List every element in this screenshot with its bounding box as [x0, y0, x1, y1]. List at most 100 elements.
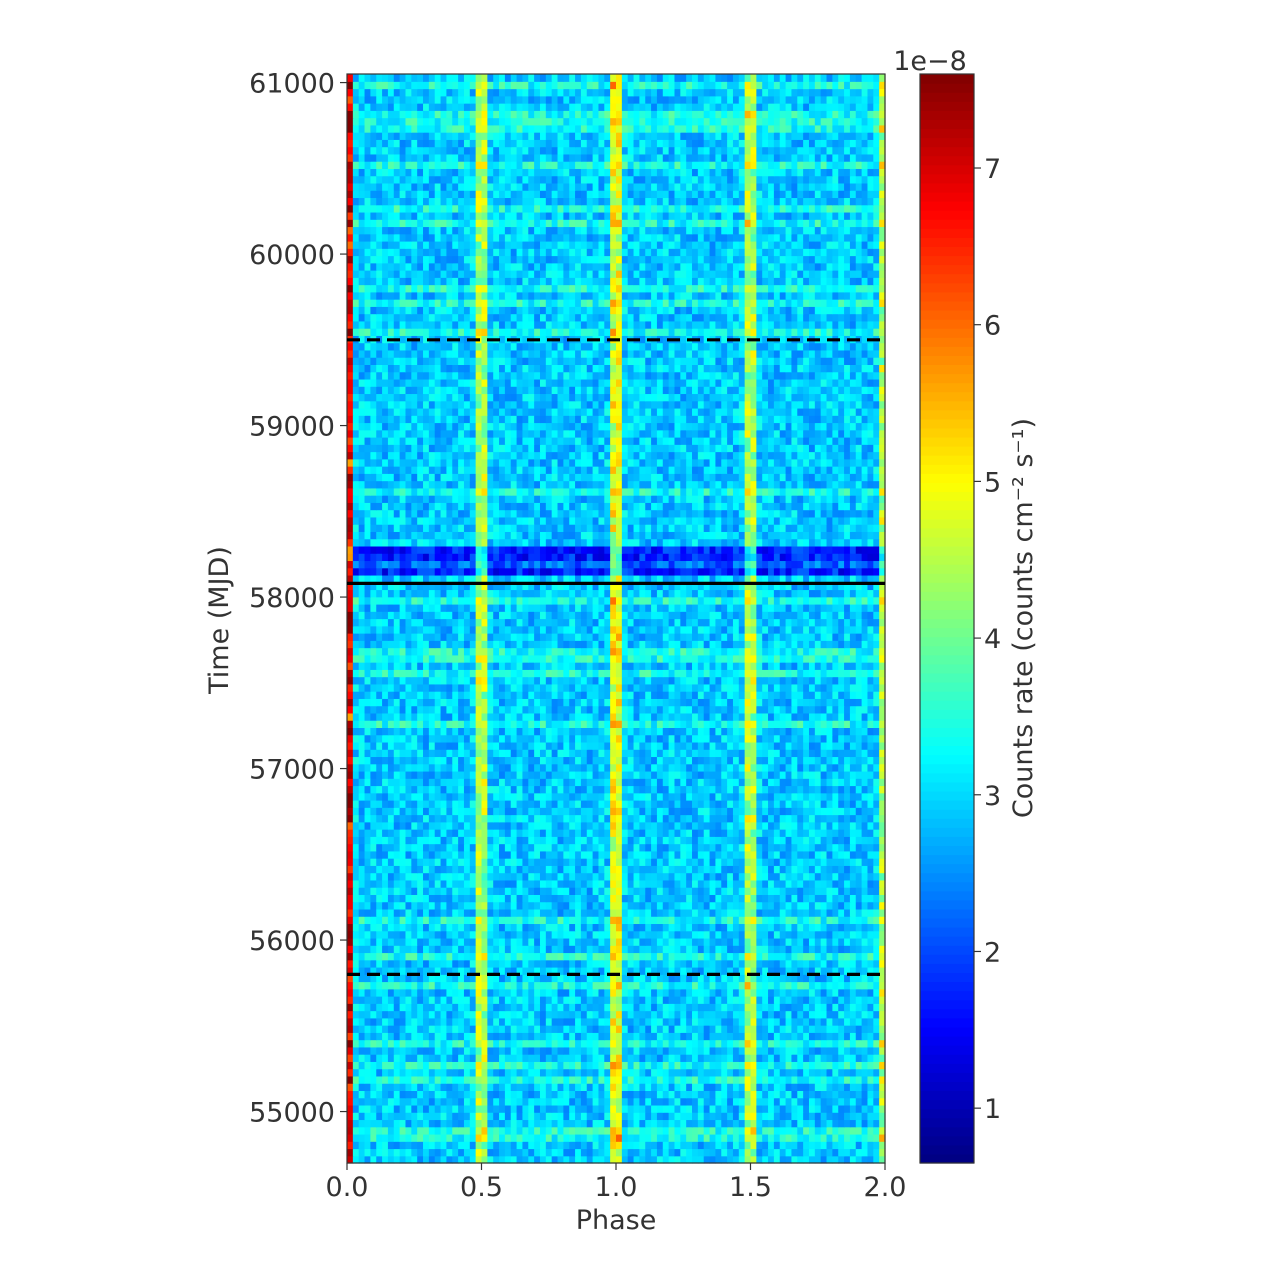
- heatmap-cell: [539, 930, 547, 939]
- heatmap-cell: [347, 930, 354, 939]
- heatmap-cell: [779, 966, 787, 975]
- heatmap-cell: [727, 1090, 734, 1099]
- heatmap-cell: [709, 1046, 717, 1055]
- heatmap-cell: [458, 966, 465, 975]
- heatmap-cell: [604, 770, 611, 779]
- heatmap-cell: [575, 785, 582, 794]
- heatmap-cell: [347, 1112, 354, 1121]
- heatmap-cell: [703, 952, 711, 961]
- heatmap-cell: [458, 937, 465, 946]
- heatmap-cell: [732, 1046, 740, 1055]
- heatmap-cell: [528, 829, 535, 837]
- heatmap-cell: [347, 974, 354, 983]
- heatmap-cell: [621, 1097, 629, 1106]
- heatmap-cell: [417, 829, 424, 837]
- heatmap-cell: [808, 1046, 816, 1055]
- heatmap-cell: [709, 836, 717, 845]
- heatmap-cell: [569, 872, 576, 881]
- heatmap-cell: [750, 1032, 757, 1041]
- heatmap-cell: [674, 1104, 681, 1113]
- heatmap-cell: [785, 1025, 793, 1033]
- heatmap-cell: [680, 945, 687, 954]
- heatmap-cell: [639, 1155, 646, 1164]
- heatmap-cell: [563, 843, 570, 852]
- heatmap-cell: [534, 792, 541, 801]
- heatmap-cell: [779, 908, 787, 917]
- heatmap-cell: [738, 1104, 746, 1113]
- heatmap-cell: [797, 988, 804, 997]
- heatmap-cell: [417, 821, 424, 830]
- heatmap-cell: [569, 792, 576, 801]
- heatmap-cell: [446, 1061, 453, 1070]
- heatmap-cell: [879, 1155, 886, 1164]
- heatmap-cell: [756, 770, 763, 779]
- heatmap-cell: [393, 988, 401, 997]
- heatmap-cell: [411, 1003, 418, 1012]
- heatmap-cell: [768, 1046, 775, 1055]
- heatmap-cell: [592, 1083, 600, 1091]
- heatmap-cell: [785, 1061, 793, 1070]
- heatmap-cell: [358, 908, 366, 917]
- heatmap-cell: [376, 1025, 383, 1033]
- heatmap-cell: [721, 865, 728, 874]
- heatmap-cell: [481, 865, 488, 874]
- heatmap-cell: [504, 814, 512, 823]
- heatmap-cell: [592, 800, 600, 808]
- heatmap-cell: [668, 778, 676, 787]
- heatmap-cell: [493, 836, 500, 845]
- heatmap-cell: [744, 858, 752, 866]
- heatmap-cell: [773, 1133, 781, 1142]
- heatmap-cell: [680, 879, 687, 888]
- heatmap-cell: [452, 1119, 459, 1128]
- heatmap-cell: [493, 1126, 500, 1135]
- heatmap-cell: [411, 923, 418, 932]
- heatmap-cell: [879, 916, 886, 925]
- heatmap-cell: [808, 800, 816, 808]
- heatmap-cell: [639, 1148, 646, 1157]
- heatmap-cell: [598, 1083, 605, 1091]
- heatmap-cell: [539, 981, 547, 990]
- heatmap-cell: [692, 952, 699, 961]
- heatmap-cell: [434, 858, 442, 866]
- heatmap-cell: [639, 821, 646, 830]
- heatmap-cell: [487, 894, 494, 903]
- heatmap-cell: [393, 1010, 401, 1019]
- heatmap-cell: [452, 1054, 459, 1062]
- heatmap-cell: [458, 1104, 465, 1113]
- heatmap-cell: [768, 945, 775, 954]
- heatmap-cell: [534, 858, 541, 866]
- heatmap-cell: [370, 850, 377, 859]
- heatmap-cell: [610, 865, 617, 874]
- heatmap-cell: [440, 1010, 448, 1019]
- heatmap-cell: [668, 1054, 676, 1062]
- heatmap-cell: [575, 872, 582, 881]
- heatmap-cell: [458, 807, 465, 816]
- heatmap-cell: [434, 1126, 442, 1135]
- heatmap-cell: [358, 887, 366, 895]
- heatmap-cell: [680, 1017, 687, 1026]
- heatmap-cell: [791, 778, 798, 787]
- heatmap-cell: [452, 1032, 459, 1041]
- heatmap-cell: [808, 1126, 816, 1135]
- heatmap-cell: [604, 901, 611, 910]
- heatmap-cell: [399, 981, 407, 990]
- heatmap-cell: [516, 1148, 524, 1157]
- heatmap-cell: [832, 1104, 839, 1113]
- heatmap-cell: [352, 1097, 360, 1106]
- heatmap-cell: [750, 836, 757, 845]
- heatmap-cell: [616, 1061, 623, 1070]
- heatmap-cell: [768, 974, 775, 983]
- heatmap-cell: [592, 858, 600, 866]
- heatmap-cell: [539, 850, 547, 859]
- heatmap-cell: [610, 858, 617, 866]
- heatmap-cell: [452, 1155, 459, 1164]
- heatmap-cell: [709, 1133, 717, 1142]
- heatmap-cell: [692, 1112, 699, 1121]
- heatmap-cell: [797, 1133, 804, 1142]
- heatmap-cell: [487, 1046, 494, 1055]
- heatmap-cell: [697, 988, 705, 997]
- heatmap-cell: [768, 930, 775, 939]
- heatmap-cell: [481, 887, 488, 895]
- heatmap-cell: [469, 1054, 477, 1062]
- heatmap-cell: [376, 1104, 383, 1113]
